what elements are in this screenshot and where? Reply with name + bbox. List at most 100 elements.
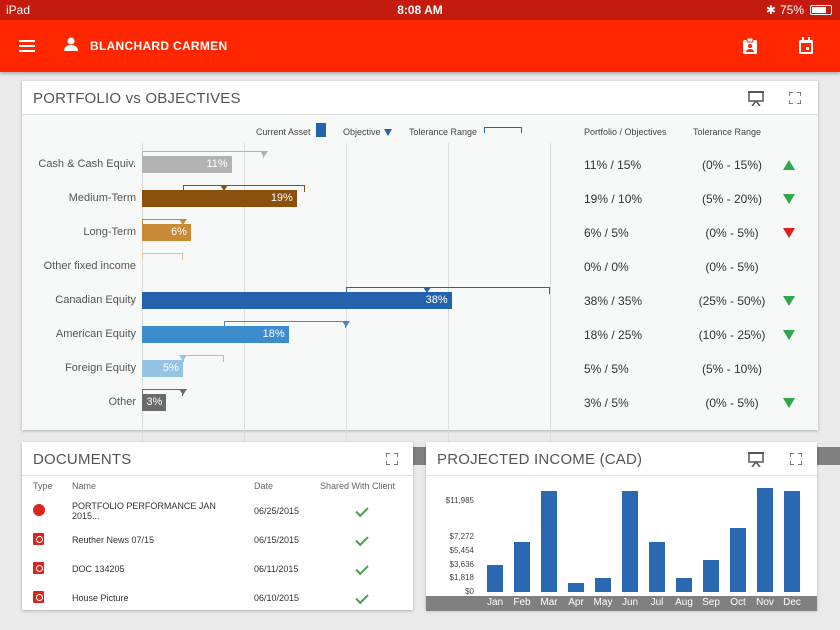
income-bar[interactable] xyxy=(487,564,503,592)
portfolio-card: PORTFOLIO vs OBJECTIVES Current Asset Ob… xyxy=(22,81,840,465)
bar-value-label: 3% xyxy=(146,396,163,408)
name-cell[interactable]: House Picture xyxy=(72,592,129,603)
month-label: Apr xyxy=(568,597,584,608)
tolerance-range-value: (5% - 20%) xyxy=(701,192,763,206)
income-bar[interactable] xyxy=(649,541,665,592)
tolerance-range-value: (0% - 15%) xyxy=(701,158,763,172)
month-label: Jul xyxy=(650,597,664,608)
grid-line xyxy=(549,143,551,447)
arrow-down-icon xyxy=(783,296,795,306)
battery-text: 75% xyxy=(779,3,804,17)
type-cell xyxy=(22,583,61,612)
col-header-tr: Tolerance Range xyxy=(693,127,762,137)
name-cell[interactable]: Reuther News 07/15 xyxy=(72,534,155,545)
income-bar[interactable] xyxy=(595,578,611,592)
fullscreen-icon[interactable] xyxy=(386,453,398,465)
row-label: Long-Term xyxy=(83,226,136,238)
pdf-icon xyxy=(33,590,44,603)
tolerance-range-value: (25% - 50%) xyxy=(698,294,766,308)
current-bar[interactable]: 19% xyxy=(142,190,297,207)
tolerance-range-value: (0% - 5%) xyxy=(705,226,759,240)
presentation-icon[interactable] xyxy=(748,90,764,106)
row-label: Canadian Equity xyxy=(55,294,136,306)
current-bar[interactable]: 3% xyxy=(142,394,167,411)
objective-marker xyxy=(178,219,187,225)
current-bar[interactable]: 38% xyxy=(142,292,452,309)
check-icon xyxy=(355,532,369,546)
tolerance-range-value: (5% - 10%) xyxy=(701,362,763,376)
arrow-down-icon xyxy=(783,330,795,340)
income-bar[interactable] xyxy=(541,490,557,592)
objective-marker xyxy=(178,355,187,361)
current-bar[interactable]: 5% xyxy=(142,360,183,377)
y-axis-tick-label: $1,818 xyxy=(449,573,474,583)
clock: 8:08 AM xyxy=(397,3,443,17)
date-cell: 06/10/2015 xyxy=(254,592,300,603)
bar-value-label: 38% xyxy=(425,294,448,306)
bar-value-label: 6% xyxy=(170,226,187,238)
status-bar: iPad 8:08 AM ✱ 75% xyxy=(0,0,840,20)
documents-header: DOCUMENTS xyxy=(22,442,413,476)
month-label: Sep xyxy=(702,597,720,608)
portfolio-objective-value: 0% / 0% xyxy=(584,260,629,274)
row-label: American Equity xyxy=(55,328,136,340)
client-name[interactable]: BLANCHARD CARMEN xyxy=(90,39,228,53)
pdf-icon xyxy=(33,561,44,574)
name-cell[interactable]: DOC 134205 xyxy=(72,563,125,574)
income-bar[interactable] xyxy=(514,541,530,592)
current-bar[interactable]: 11% xyxy=(142,156,232,173)
portfolio-objective-value: 18% / 25% xyxy=(584,328,643,342)
check-icon xyxy=(355,590,369,604)
presentation-icon[interactable] xyxy=(748,451,764,467)
date-cell: 06/25/2015 xyxy=(254,505,300,516)
clipboard-user-icon[interactable] xyxy=(742,37,758,55)
income-bar[interactable] xyxy=(622,490,638,592)
name-cell[interactable]: PORTFOLIO PERFORMANCE JAN 2015... xyxy=(72,500,216,521)
fullscreen-icon[interactable] xyxy=(790,453,802,465)
income-bar[interactable] xyxy=(568,582,584,592)
table-row[interactable]: Reuther News 07/15 06/15/2015 xyxy=(22,525,413,554)
income-bar[interactable] xyxy=(757,488,773,592)
month-label: Jan xyxy=(486,597,504,608)
portfolio-objective-value: 38% / 35% xyxy=(584,294,643,308)
bluetooth-icon: ✱ xyxy=(765,3,776,17)
y-axis-tick-label: $11,985 xyxy=(445,496,474,506)
type-cell xyxy=(22,525,61,554)
portfolio-objective-value: 5% / 5% xyxy=(584,362,629,376)
table-row[interactable]: House Picture 06/10/2015 xyxy=(22,583,413,612)
row-label: Other fixed income xyxy=(43,260,136,272)
month-label: Nov xyxy=(756,597,774,608)
documents-card: DOCUMENTS Type Name Date Shared With Cli… xyxy=(22,442,413,610)
portfolio-objective-value: 3% / 5% xyxy=(584,396,629,410)
income-bar[interactable] xyxy=(676,578,692,592)
income-bar[interactable] xyxy=(703,559,719,592)
col-type: Type xyxy=(33,481,53,491)
objective-marker xyxy=(341,321,350,327)
status-right: ✱ 75% xyxy=(766,3,832,17)
calendar-icon[interactable] xyxy=(798,37,814,55)
menu-icon[interactable] xyxy=(19,40,35,52)
table-row[interactable]: PORTFOLIO PERFORMANCE JAN 2015... 06/25/2… xyxy=(22,496,413,525)
income-bar[interactable] xyxy=(730,527,746,592)
month-label: Oct xyxy=(730,597,746,608)
app-bar: BLANCHARD CARMEN xyxy=(0,20,840,72)
check-icon xyxy=(355,561,369,575)
income-bar[interactable] xyxy=(784,490,800,592)
documents-title: DOCUMENTS xyxy=(33,451,132,468)
objective-marker xyxy=(219,185,228,191)
fullscreen-icon[interactable] xyxy=(789,92,801,104)
current-bar[interactable]: 18% xyxy=(142,326,289,343)
legend-tolerance: Tolerance Range xyxy=(409,127,478,137)
type-cell xyxy=(22,554,61,583)
table-row[interactable]: DOC 134205 06/11/2015 xyxy=(22,554,413,583)
shared-cell xyxy=(309,525,413,554)
battery-icon xyxy=(810,5,832,15)
objective-marker xyxy=(260,151,269,157)
tolerance-range xyxy=(345,287,550,294)
month-label: May xyxy=(593,597,613,608)
bar-value-label: 19% xyxy=(270,192,293,204)
row-label: Foreign Equity xyxy=(65,362,136,374)
income-title: PROJECTED INCOME (CAD) xyxy=(437,451,643,468)
current-bar[interactable]: 6% xyxy=(142,224,191,241)
month-label: Mar xyxy=(540,597,558,608)
